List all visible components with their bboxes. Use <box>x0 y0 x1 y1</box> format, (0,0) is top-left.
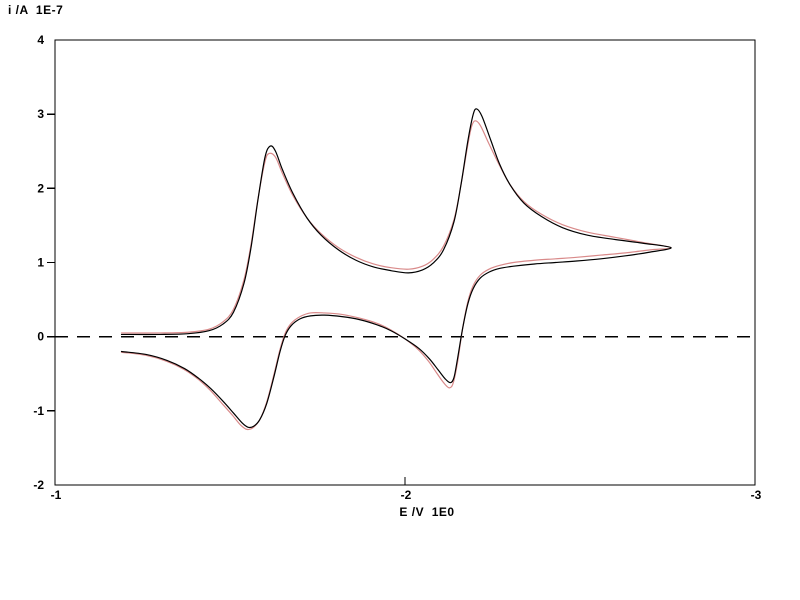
x-tick-label: -3 <box>751 488 762 502</box>
y-tick-label: -1 <box>33 404 44 418</box>
y-tick-label: 2 <box>37 181 44 195</box>
plot-frame <box>54 39 756 486</box>
y-tick-label: 4 <box>37 33 44 47</box>
y-tick-label: 0 <box>37 330 44 344</box>
y-axis-unit-label: i /A 1E-7 <box>8 3 64 17</box>
experimental-curve <box>120 108 672 429</box>
x-tick-label: -2 <box>401 488 412 502</box>
y-tick-label: -2 <box>33 478 44 492</box>
x-axis-unit-label: E /V 1E0 <box>399 505 455 519</box>
x-tick-label: -1 <box>51 488 62 502</box>
y-tick-label: 1 <box>37 256 44 270</box>
y-tick-label: 3 <box>37 107 44 121</box>
